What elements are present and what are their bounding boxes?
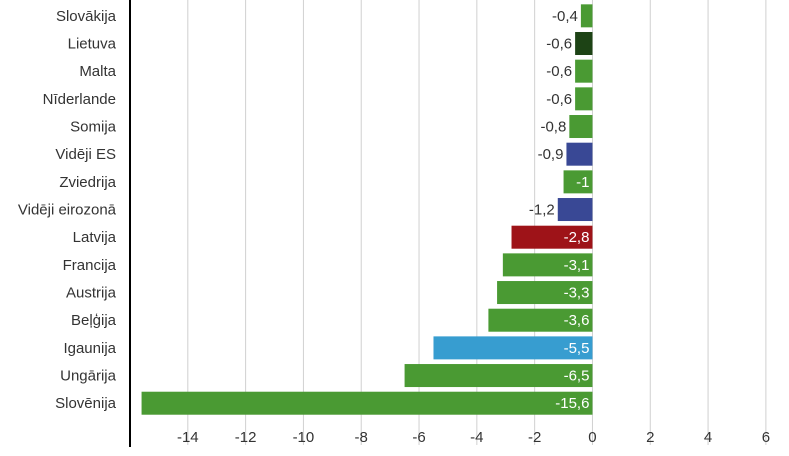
category-label: Igaunija [63, 340, 116, 357]
value-label: -3,3 [564, 285, 590, 302]
bar [569, 115, 593, 139]
bar [557, 198, 593, 222]
category-label: Malta [79, 63, 116, 80]
category-label: Slovēnija [55, 395, 117, 412]
bar [575, 59, 593, 83]
x-tick-label: 4 [704, 429, 712, 446]
category-label: Francija [63, 257, 117, 274]
bar [488, 308, 593, 332]
bar [566, 142, 593, 166]
x-tick-label: -10 [293, 429, 315, 446]
x-tick-label: 0 [588, 429, 596, 446]
category-label: Austrija [66, 285, 117, 302]
value-label: -0,6 [546, 91, 572, 108]
value-label: -0,6 [546, 63, 572, 80]
value-label: -6,5 [564, 368, 590, 385]
value-label: -15,6 [555, 395, 589, 412]
x-tick-label: -2 [528, 429, 541, 446]
bar [580, 4, 593, 28]
bar [141, 391, 593, 415]
value-label: -0,9 [538, 146, 564, 163]
value-label: -0,4 [552, 8, 578, 25]
category-label: Zviedrija [59, 174, 116, 191]
category-label: Vidēji eirozonā [18, 202, 117, 219]
bar [497, 281, 593, 305]
category-label: Somija [70, 119, 117, 136]
x-tick-label: -4 [470, 429, 483, 446]
x-tick-label: -12 [235, 429, 257, 446]
category-label: Nīderlande [43, 91, 116, 108]
category-label: Lietuva [68, 36, 117, 53]
bar [502, 253, 593, 277]
x-tick-label: -6 [412, 429, 425, 446]
category-label: Beļģija [71, 312, 117, 329]
bar [404, 364, 593, 388]
value-label: -3,1 [564, 257, 590, 274]
category-label: Slovākija [56, 8, 117, 25]
bar [575, 32, 593, 56]
category-label: Vidēji ES [55, 146, 116, 163]
x-tick-label: -14 [177, 429, 199, 446]
value-label: -0,6 [546, 36, 572, 53]
bar [433, 336, 593, 360]
x-tick-label: 6 [762, 429, 770, 446]
value-label: -5,5 [564, 340, 590, 357]
x-tick-label: -8 [355, 429, 368, 446]
category-label-layer: Slovākija Lietuva Malta Nīderlande Somija Vid… [18, 8, 117, 412]
value-label: -0,8 [540, 119, 566, 136]
bar [563, 170, 593, 194]
bar [575, 87, 593, 111]
bar-layer [141, 4, 593, 415]
category-label: Ungārija [60, 368, 117, 385]
category-label: Latvija [73, 229, 117, 246]
x-tick-label: 2 [646, 429, 654, 446]
grid-layer [187, 0, 767, 445]
value-label: -1 [576, 174, 589, 191]
value-label: -1,2 [529, 202, 555, 219]
bar [511, 225, 593, 249]
value-label-layer: -0,4 -0,6 -0,6 -0,6 -0,8 -0,9 -1 -1,2 -2,8 -3,1 -3… [529, 8, 590, 412]
value-label: -2,8 [564, 229, 590, 246]
tick-label-layer: -14 -12 -10 -8 -6 -4 -2 0 2 4 6 [177, 429, 770, 446]
value-label: -3,6 [564, 312, 590, 329]
